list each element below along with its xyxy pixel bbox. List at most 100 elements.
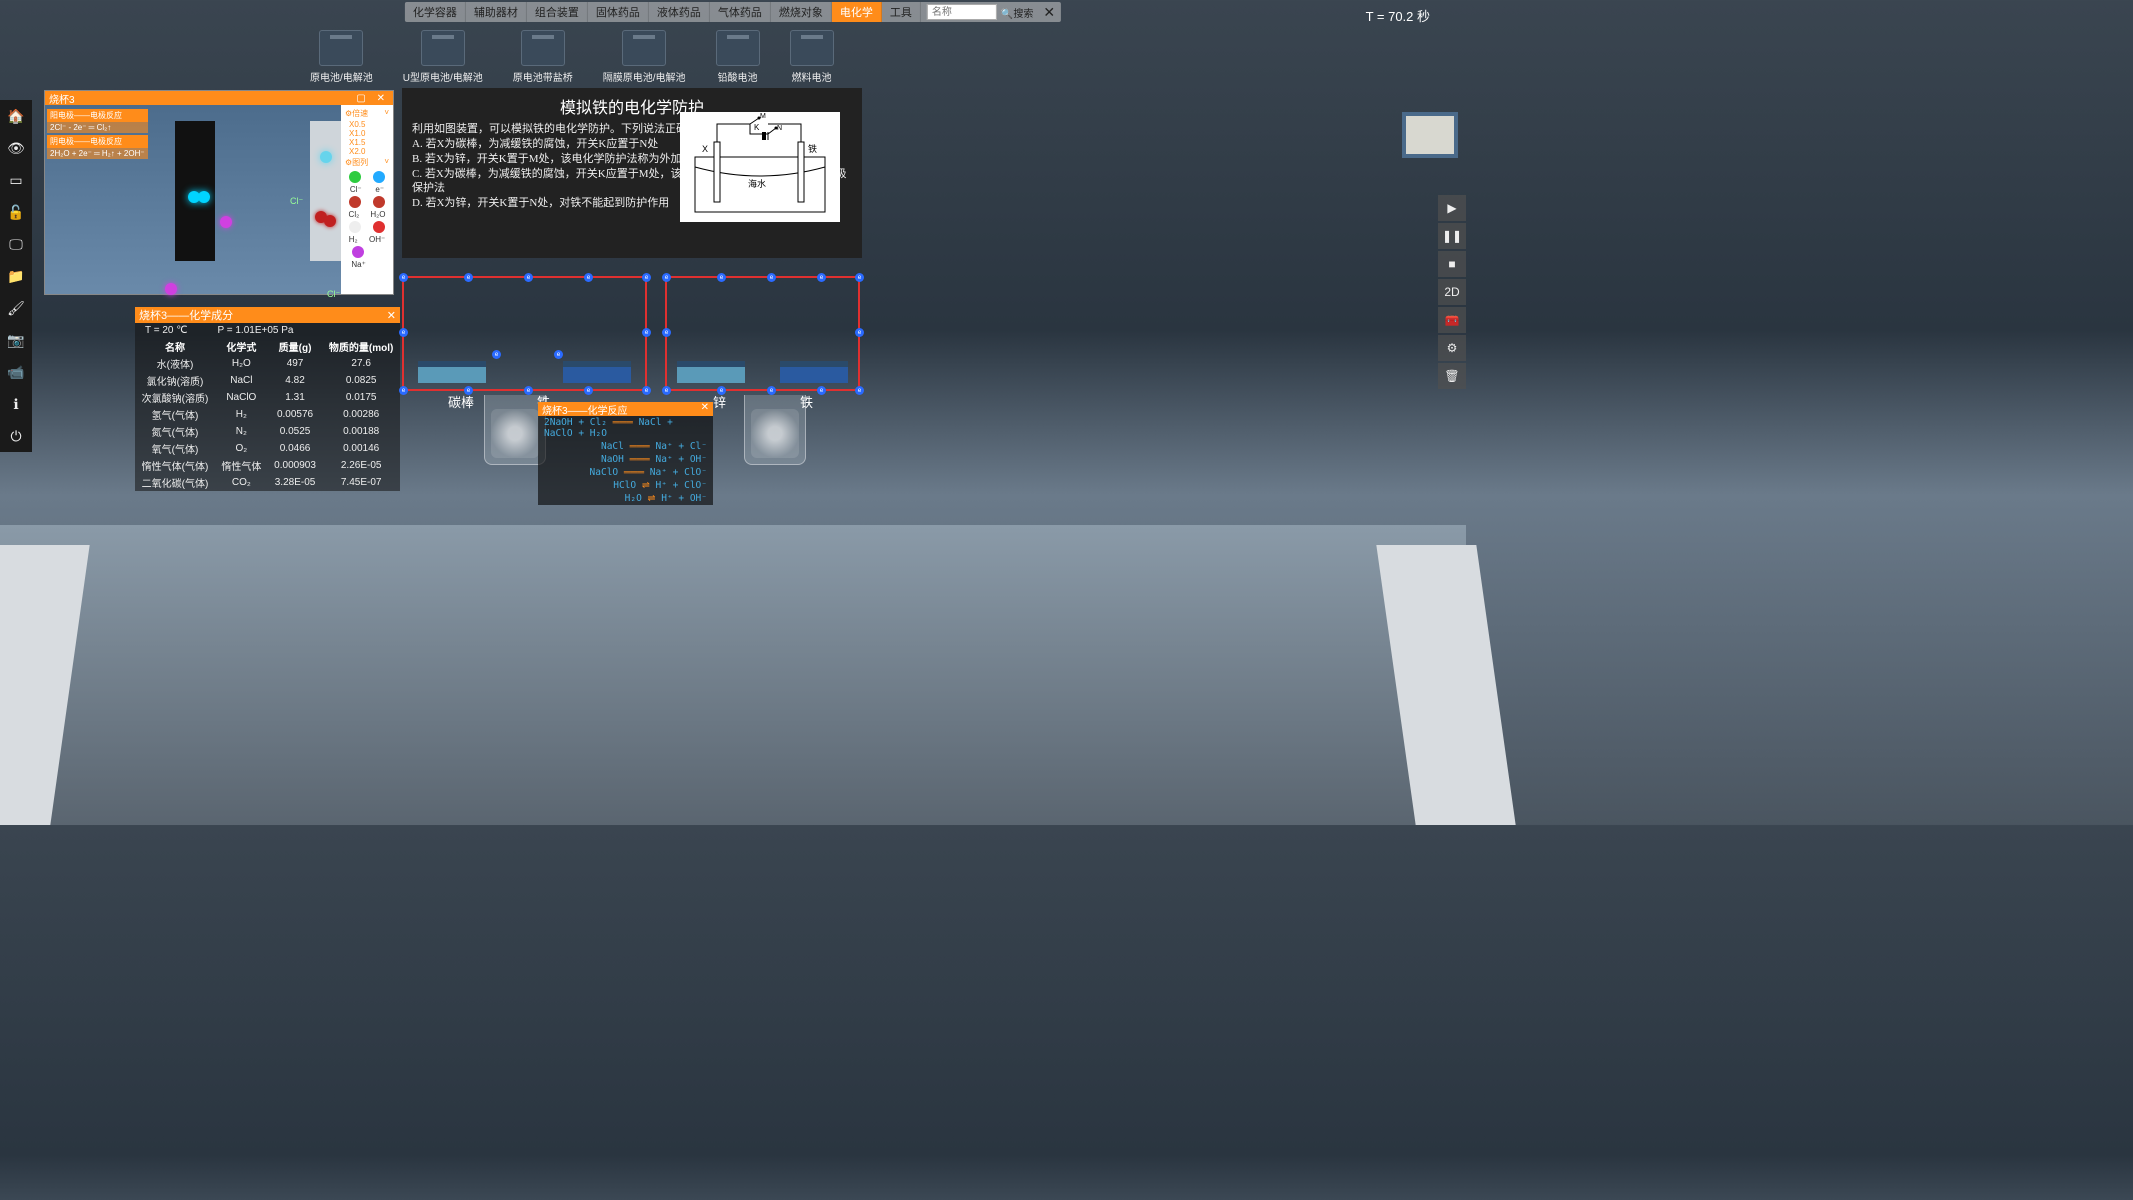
electrode-reaction-tags: 阳电极——电极反应2Cl⁻ - 2e⁻ ═ Cl₂↑阴电极——电极反应2H₂O … bbox=[47, 107, 148, 161]
legend-row bbox=[343, 246, 391, 258]
svg-text:铁: 铁 bbox=[808, 143, 817, 154]
equipment-icon bbox=[622, 30, 666, 66]
equipment-item[interactable]: 燃料电池 bbox=[790, 30, 834, 84]
equipment-item[interactable]: 隔膜原电池/电解池 bbox=[603, 30, 686, 84]
category-tab[interactable]: 固体药品 bbox=[588, 2, 649, 22]
equipment-icon bbox=[790, 30, 834, 66]
power-icon[interactable]: ⏻ bbox=[0, 420, 32, 452]
composition-titlebar[interactable]: 烧杯3——化学成分 ✕ bbox=[135, 307, 400, 323]
info-icon[interactable]: ℹ bbox=[0, 388, 32, 420]
electron-marker: e bbox=[767, 386, 776, 395]
play-icon[interactable]: ▶ bbox=[1438, 195, 1466, 221]
category-tab[interactable]: 工具 bbox=[882, 2, 921, 22]
category-tab[interactable]: 液体药品 bbox=[649, 2, 710, 22]
column-header: 名称 bbox=[135, 338, 215, 355]
category-tab[interactable]: 组合装置 bbox=[527, 2, 588, 22]
composition-table: 名称化学式质量(g)物质的量(mol)水(液体)H₂O49727.6氯化钠(溶质… bbox=[135, 338, 400, 491]
reaction-line: HClO ⇌ H⁺ + ClO⁻ bbox=[538, 479, 713, 492]
toolbox-icon[interactable]: 🧰 bbox=[1438, 307, 1466, 333]
search-input[interactable] bbox=[927, 4, 997, 20]
home-icon[interactable]: 🏠 bbox=[0, 100, 32, 132]
column-header: 物质的量(mol) bbox=[322, 338, 400, 355]
composition-panel: 烧杯3——化学成分 ✕ T = 20 ℃ P = 1.01E+05 Pa 名称化… bbox=[135, 307, 400, 491]
circuit-box-2[interactable]: eeeeeeeeeeee bbox=[665, 276, 860, 391]
electron-marker: e bbox=[399, 328, 408, 337]
temperature: T = 20 ℃ bbox=[145, 325, 187, 336]
electron-marker: e bbox=[464, 273, 473, 282]
svg-text:K: K bbox=[754, 123, 760, 132]
table-row: 二氧化碳(气体)CO₂3.28E-057.45E-07 bbox=[135, 474, 400, 491]
left-toolbar: 🏠👁▭🔓🖵📁🖌📷📹ℹ⏻ bbox=[0, 100, 32, 452]
table-row: 氢气(气体)H₂0.005760.00286 bbox=[135, 406, 400, 423]
close-icon[interactable]: ✕ bbox=[701, 402, 709, 416]
particle bbox=[220, 216, 232, 228]
reaction-tag-body: 2H₂O + 2e⁻ ═ H₂↑ + 2OH⁻ bbox=[47, 148, 148, 159]
circuit-box-1[interactable]: eeeeeeeeeeeeee bbox=[402, 276, 647, 391]
table-row: 惰性气体(气体)惰性气体0.0009032.26E-05 bbox=[135, 457, 400, 474]
category-tab[interactable]: 燃烧对象 bbox=[771, 2, 832, 22]
brush-icon[interactable]: 🖌 bbox=[0, 292, 32, 324]
legend-section[interactable]: ⚙图列˅ bbox=[343, 156, 391, 169]
2D-icon[interactable]: 2D bbox=[1438, 279, 1466, 305]
trash-icon[interactable]: 🗑 bbox=[1438, 363, 1466, 389]
electron-marker: e bbox=[399, 386, 408, 395]
svg-text:X: X bbox=[702, 144, 708, 154]
table-row: 氧气(气体)O₂0.04660.00146 bbox=[135, 440, 400, 457]
reaction-line: NaOH ═══ Na⁺ + OH⁻ bbox=[538, 453, 713, 466]
particle-panel: 烧杯3 ▢ ✕ 阳电极——电极反应2Cl⁻ - 2e⁻ ═ Cl₂↑阴电极——电… bbox=[44, 90, 394, 295]
speed-option[interactable]: X1.0 bbox=[343, 129, 391, 138]
table-row: 水(液体)H₂O49727.6 bbox=[135, 355, 400, 372]
particle-panel-titlebar[interactable]: 烧杯3 ▢ ✕ bbox=[45, 91, 393, 105]
question-diagram: X 铁 K M N 海水 bbox=[680, 112, 840, 222]
particle-panel-window-buttons[interactable]: ▢ ✕ bbox=[356, 93, 389, 104]
gear-icon[interactable]: ⚙ bbox=[1438, 335, 1466, 361]
reaction-tag-body: 2Cl⁻ - 2e⁻ ═ Cl₂↑ bbox=[47, 122, 148, 133]
search-button[interactable]: 🔍搜索 bbox=[997, 4, 1037, 21]
equipment-item[interactable]: 铅酸电池 bbox=[716, 30, 760, 84]
card-icon[interactable]: ▭ bbox=[0, 164, 32, 196]
monitor-icon[interactable]: 🖵 bbox=[0, 228, 32, 260]
equipment-icon bbox=[716, 30, 760, 66]
electron-marker: e bbox=[662, 386, 671, 395]
electron-marker: e bbox=[767, 273, 776, 282]
speed-section[interactable]: ⚙倍速˅ bbox=[343, 107, 391, 120]
folder-icon[interactable]: 📁 bbox=[0, 260, 32, 292]
table-row: 次氯酸钠(溶质)NaClO1.310.0175 bbox=[135, 389, 400, 406]
particle-panel-title: 烧杯3 bbox=[49, 91, 75, 106]
category-tab[interactable]: 气体药品 bbox=[710, 2, 771, 22]
eye-icon[interactable]: 👁 bbox=[0, 132, 32, 164]
reactions-titlebar[interactable]: 烧杯3——化学反应 ✕ bbox=[538, 402, 713, 416]
electron-marker: e bbox=[817, 273, 826, 282]
apparatus-label: 铁 bbox=[800, 392, 813, 411]
speed-option[interactable]: X2.0 bbox=[343, 147, 391, 156]
category-tab[interactable]: 电化学 bbox=[832, 2, 882, 22]
speed-option[interactable]: X0.5 bbox=[343, 120, 391, 129]
camera-icon[interactable]: 📷 bbox=[0, 324, 32, 356]
equipment-item[interactable]: 原电池/电解池 bbox=[310, 30, 373, 84]
electron-marker: e bbox=[399, 273, 408, 282]
stop-icon[interactable]: ■ bbox=[1438, 251, 1466, 277]
category-tab[interactable]: 化学容器 bbox=[405, 2, 466, 22]
notice-board bbox=[1402, 112, 1458, 158]
right-toolbar: ▶❚❚■2D🧰⚙🗑 bbox=[1438, 195, 1466, 389]
pause-icon[interactable]: ❚❚ bbox=[1438, 223, 1466, 249]
speed-option[interactable]: X1.5 bbox=[343, 138, 391, 147]
legend-row bbox=[343, 171, 391, 183]
composition-title: 烧杯3——化学成分 bbox=[139, 307, 233, 323]
reaction-tag-head: 阳电极——电极反应 bbox=[47, 109, 148, 122]
electron-marker: e bbox=[662, 273, 671, 282]
unlock-icon[interactable]: 🔓 bbox=[0, 196, 32, 228]
composition-meta: T = 20 ℃ P = 1.01E+05 Pa bbox=[135, 323, 400, 338]
video-icon[interactable]: 📹 bbox=[0, 356, 32, 388]
equipment-item[interactable]: 原电池带盐桥 bbox=[513, 30, 573, 84]
equipment-label: 燃料电池 bbox=[792, 69, 832, 84]
legend-row: Na⁺ bbox=[343, 260, 391, 269]
electron-marker: e bbox=[855, 273, 864, 282]
close-icon[interactable]: ✕ bbox=[1037, 4, 1061, 21]
electron-marker: e bbox=[642, 386, 651, 395]
beaker[interactable] bbox=[744, 395, 806, 465]
category-tab[interactable]: 辅助器材 bbox=[466, 2, 527, 22]
close-icon[interactable]: ✕ bbox=[387, 309, 396, 322]
pressure: P = 1.01E+05 Pa bbox=[217, 325, 293, 336]
equipment-item[interactable]: U型原电池/电解池 bbox=[403, 30, 483, 84]
